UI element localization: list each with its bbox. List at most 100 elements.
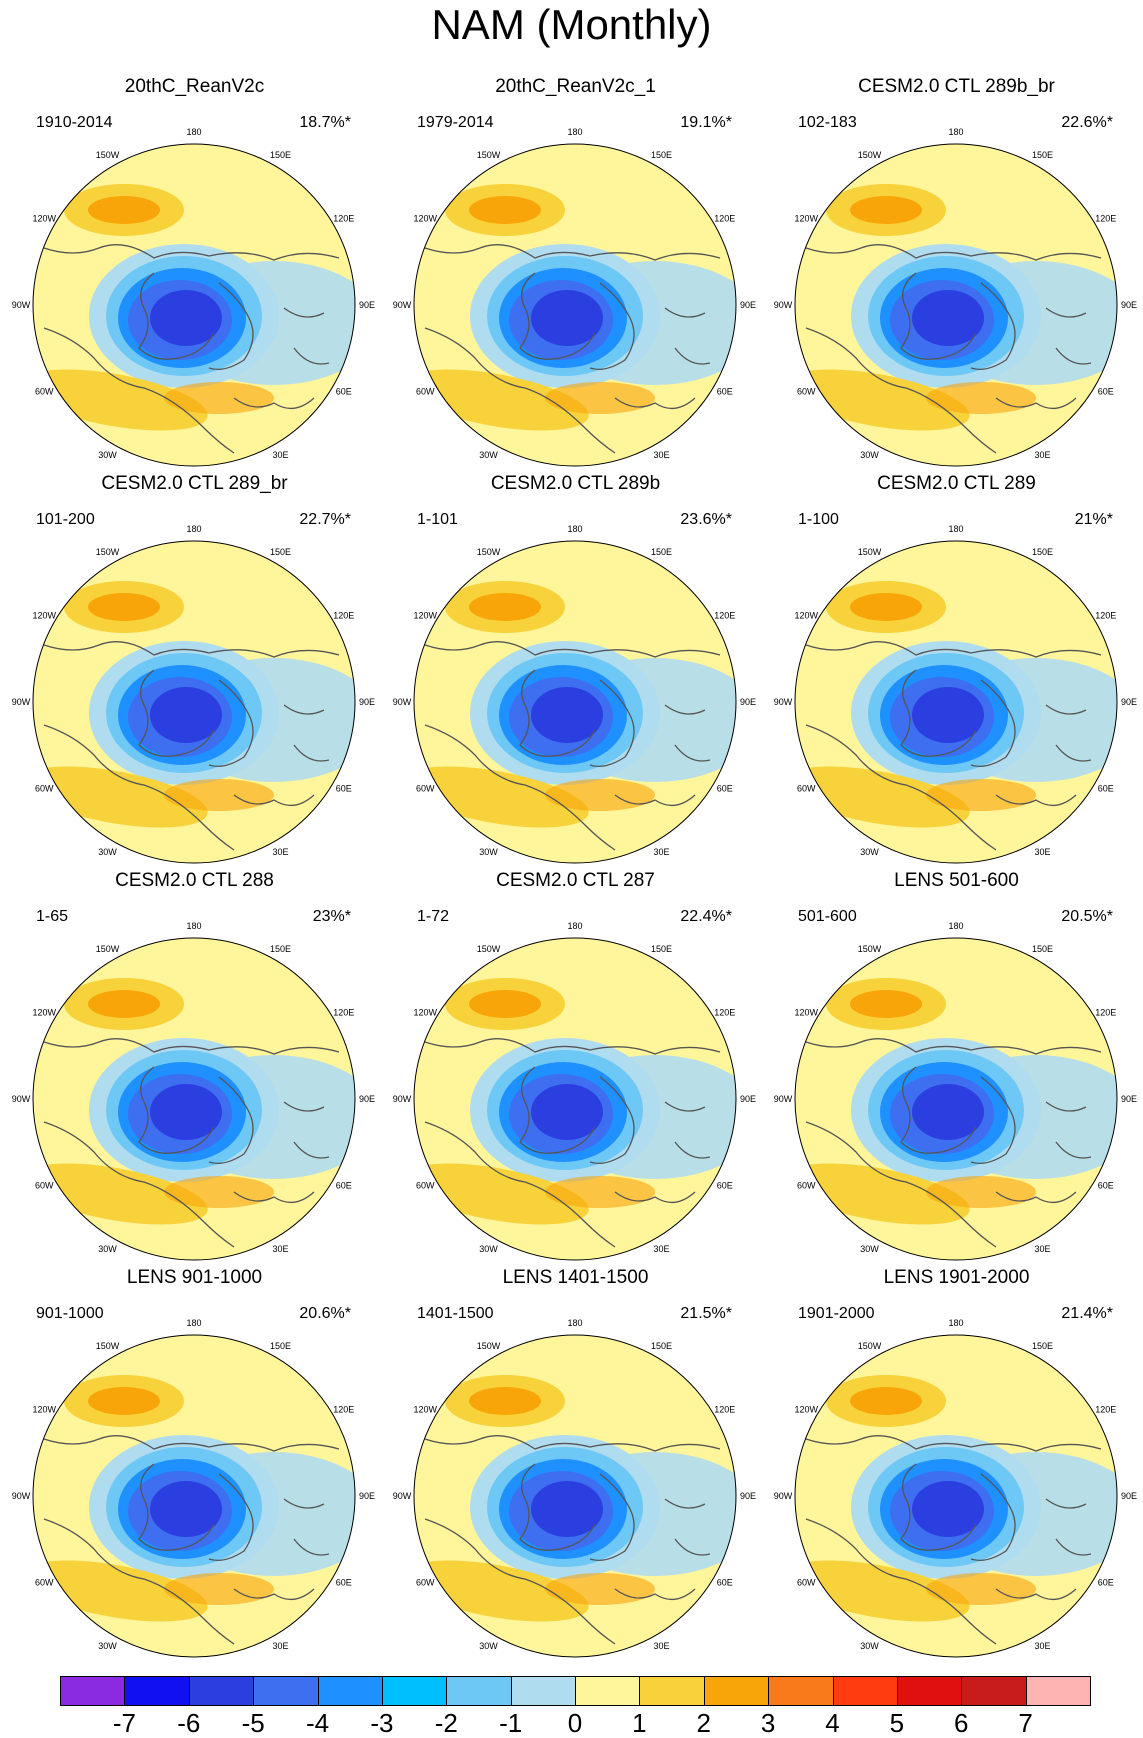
longitude-label: 60E bbox=[336, 784, 352, 794]
polar-map: 180150E120E90E60E30E030W60W90W120W150W bbox=[774, 524, 1137, 864]
longitude-label: 150W bbox=[477, 150, 501, 160]
figure-title: NAM (Monthly) bbox=[431, 1, 712, 48]
longitude-label: 120E bbox=[333, 1008, 354, 1018]
longitude-label: 180 bbox=[567, 1318, 582, 1328]
panel-variance: 22.4%* bbox=[680, 908, 732, 925]
map-panel: LENS 901-1000180150E120E90E60E30E030W60W… bbox=[4, 1267, 385, 1664]
colorbar-swatch bbox=[575, 1676, 641, 1706]
longitude-label: 60E bbox=[717, 387, 733, 397]
longitude-label: 150W bbox=[858, 547, 882, 557]
panel-variance: 20.5%* bbox=[1061, 908, 1113, 925]
longitude-label: 30W bbox=[860, 1641, 879, 1651]
colorbar-swatch bbox=[1025, 1676, 1091, 1706]
colorbar-swatch bbox=[124, 1676, 190, 1706]
longitude-label: 90E bbox=[1121, 1094, 1137, 1104]
map-panel: 20thC_ReanV2c_1180150E120E90E60E30E030W6… bbox=[385, 76, 766, 473]
longitude-label: 90E bbox=[740, 1094, 756, 1104]
panel-variance: 22.6%* bbox=[1061, 114, 1113, 131]
panel-title: CESM2.0 CTL 289 bbox=[877, 473, 1036, 494]
panel-period: 1-101 bbox=[417, 511, 458, 528]
longitude-label: 120E bbox=[714, 1008, 735, 1018]
panel-variance: 21%* bbox=[1074, 511, 1113, 528]
longitude-label: 60W bbox=[416, 1181, 435, 1191]
longitude-label: 30W bbox=[98, 450, 117, 460]
longitude-label: 30W bbox=[479, 1244, 498, 1254]
longitude-label: 60E bbox=[336, 387, 352, 397]
longitude-label: 90E bbox=[1121, 1491, 1137, 1501]
longitude-label: 60E bbox=[717, 784, 733, 794]
longitude-label: 30E bbox=[1034, 847, 1050, 857]
map-panel: CESM2.0 CTL 289b_br180150E120E90E60E30E0… bbox=[766, 76, 1143, 473]
colorbar-label: 6 bbox=[954, 1708, 969, 1738]
longitude-label: 150E bbox=[270, 1341, 291, 1351]
longitude-label: 180 bbox=[948, 524, 963, 534]
longitude-label: 90E bbox=[1121, 697, 1137, 707]
longitude-label: 120W bbox=[794, 1405, 818, 1415]
longitude-label: 150W bbox=[858, 944, 882, 954]
colorbar-swatch bbox=[188, 1676, 255, 1706]
longitude-label: 60W bbox=[35, 784, 54, 794]
longitude-label: 90W bbox=[12, 300, 31, 310]
panel-period: 1901-2000 bbox=[798, 1305, 875, 1322]
longitude-label: 30E bbox=[1034, 1641, 1050, 1651]
longitude-label: 180 bbox=[567, 524, 582, 534]
longitude-label: 90W bbox=[12, 1491, 31, 1501]
longitude-label: 90W bbox=[774, 1491, 793, 1501]
colorbar-swatch bbox=[510, 1676, 576, 1706]
longitude-label: 30W bbox=[860, 1244, 879, 1254]
longitude-label: 180 bbox=[948, 1318, 963, 1328]
longitude-label: 60W bbox=[416, 1578, 435, 1588]
panel-title: CESM2.0 CTL 289b_br bbox=[858, 76, 1055, 97]
longitude-label: 120E bbox=[1095, 611, 1116, 621]
polar-map: 180150E120E90E60E30E030W60W90W120W150W bbox=[12, 524, 375, 864]
longitude-label: 90E bbox=[359, 1491, 375, 1501]
longitude-label: 30W bbox=[479, 1641, 498, 1651]
longitude-label: 60E bbox=[717, 1181, 733, 1191]
colorbar-swatch bbox=[832, 1676, 898, 1706]
panel-title: CESM2.0 CTL 289_br bbox=[101, 473, 288, 494]
longitude-label: 30E bbox=[653, 450, 669, 460]
longitude-label: 30W bbox=[860, 847, 879, 857]
polar-map: 180150E120E90E60E30E030W60W90W120W150W bbox=[12, 127, 375, 467]
panel-variance: 23.6%* bbox=[680, 511, 732, 528]
longitude-label: 60E bbox=[336, 1181, 352, 1191]
map-panel: LENS 1401-1500180150E120E90E60E30E030W60… bbox=[385, 1267, 766, 1664]
colorbar-label: -7 bbox=[112, 1708, 136, 1738]
panel-variance: 19.1%* bbox=[680, 114, 732, 131]
colorbar-swatch bbox=[317, 1676, 383, 1706]
longitude-label: 120E bbox=[333, 1405, 354, 1415]
longitude-label: 150W bbox=[96, 1341, 120, 1351]
colorbar-swatch bbox=[703, 1676, 770, 1706]
longitude-label: 180 bbox=[567, 127, 582, 137]
longitude-label: 60W bbox=[416, 784, 435, 794]
longitude-label: 120W bbox=[413, 1405, 437, 1415]
colorbar-swatch bbox=[446, 1676, 512, 1706]
longitude-label: 60W bbox=[797, 1578, 816, 1588]
colorbar-label: -5 bbox=[241, 1708, 265, 1738]
longitude-label: 90E bbox=[1121, 300, 1137, 310]
polar-map: 180150E120E90E60E30E030W60W90W120W150W bbox=[393, 127, 756, 467]
longitude-label: 180 bbox=[186, 524, 201, 534]
longitude-label: 150W bbox=[477, 547, 501, 557]
longitude-label: 120W bbox=[32, 1008, 56, 1018]
longitude-label: 120E bbox=[714, 611, 735, 621]
polar-map: 180150E120E90E60E30E030W60W90W120W150W bbox=[774, 921, 1137, 1261]
longitude-label: 90W bbox=[393, 300, 412, 310]
map-panel: LENS 1901-2000180150E120E90E60E30E030W60… bbox=[766, 1267, 1143, 1664]
panel-variance: 22.7%* bbox=[299, 511, 351, 528]
colorbar-label: -6 bbox=[177, 1708, 201, 1738]
panel-period: 1910-2014 bbox=[36, 114, 113, 131]
longitude-label: 90W bbox=[393, 1491, 412, 1501]
longitude-label: 30E bbox=[1034, 450, 1050, 460]
colorbar: -7 -6 -5 -4 -3 -2 -1 0 1 2 3 4 5 6 7 bbox=[60, 1676, 1091, 1738]
longitude-label: 150E bbox=[270, 944, 291, 954]
panel-variance: 20.6%* bbox=[299, 1305, 351, 1322]
longitude-label: 180 bbox=[186, 1318, 201, 1328]
longitude-label: 60E bbox=[336, 1578, 352, 1588]
longitude-label: 150E bbox=[270, 547, 291, 557]
map-panel: CESM2.0 CTL 287180150E120E90E60E30E030W6… bbox=[385, 870, 766, 1267]
longitude-label: 120W bbox=[413, 611, 437, 621]
longitude-label: 120E bbox=[714, 1405, 735, 1415]
longitude-label: 60W bbox=[35, 387, 54, 397]
panel-variance: 18.7%* bbox=[299, 114, 351, 131]
